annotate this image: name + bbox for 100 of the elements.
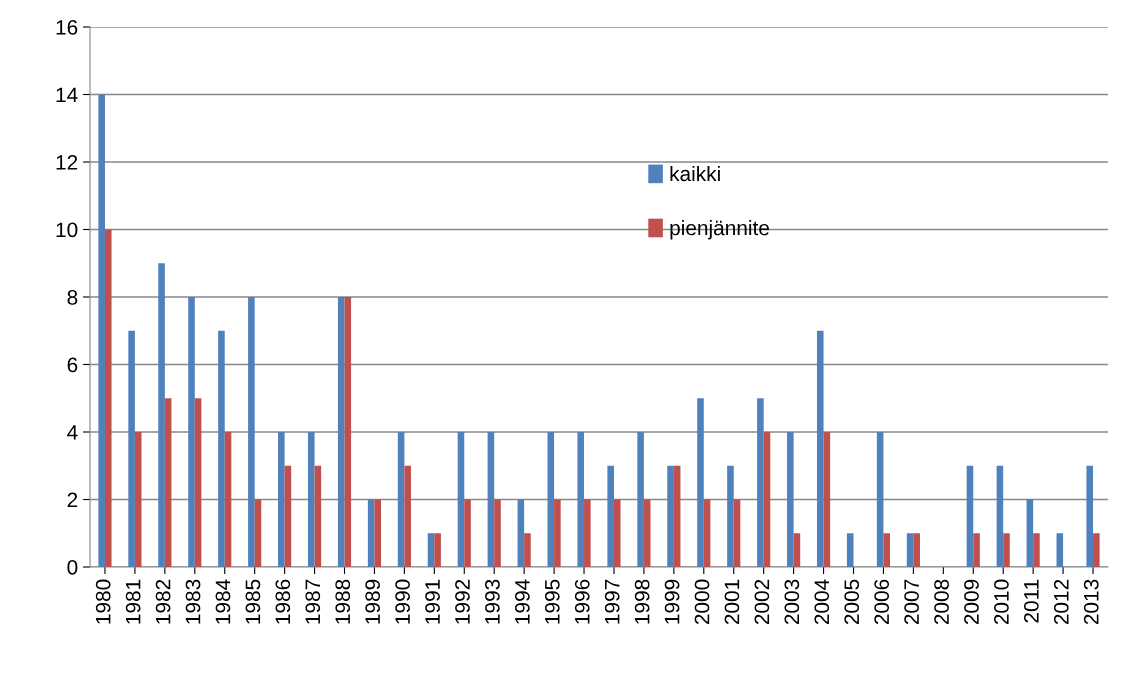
bar: [1086, 465, 1094, 567]
x-tick-label: 1988: [335, 579, 351, 624]
bar: [457, 432, 465, 567]
y-tick-label: 2: [67, 492, 78, 508]
bar: [823, 432, 831, 567]
bar: [337, 297, 345, 567]
legend-label: pienjännite: [670, 220, 769, 240]
x-tick-label: 1985: [245, 579, 261, 624]
bar: [218, 330, 225, 567]
y-tick-label: 6: [67, 357, 78, 373]
bar: [1093, 533, 1100, 567]
bar: [876, 432, 884, 567]
bar: [254, 499, 262, 567]
bar: [188, 297, 195, 567]
x-tick-label: 1990: [395, 579, 410, 624]
bar: [703, 499, 711, 567]
y-tick-label: 4: [67, 425, 78, 440]
x-tick-label: 1984: [215, 579, 231, 624]
bar: [128, 330, 135, 567]
bar: [547, 432, 555, 567]
bar: [554, 499, 561, 567]
bar: [637, 432, 644, 567]
bar: [613, 499, 621, 567]
bar: [913, 533, 920, 567]
bar: [1056, 533, 1064, 567]
x-tick-label: 1989: [365, 579, 381, 624]
x-tick-label: 1992: [455, 579, 470, 624]
x-tick-label: 2012: [1053, 579, 1069, 625]
y-tick-label: 8: [67, 290, 78, 305]
x-tick-label: 1982: [155, 579, 171, 624]
x-tick-label: 2013: [1083, 579, 1099, 625]
x-tick-label: 1999: [664, 579, 680, 624]
bar: [164, 398, 172, 567]
bar: [278, 432, 285, 567]
bar: [883, 533, 891, 567]
bar: [344, 297, 352, 567]
bar: [367, 499, 375, 567]
x-tick-label: 1991: [425, 579, 440, 624]
bar: [787, 432, 794, 567]
x-tick-label: 1993: [485, 579, 500, 624]
bar: [248, 297, 255, 567]
x-tick-label: 1980: [95, 579, 111, 624]
y-tick-label: 14: [56, 87, 78, 103]
bar: [494, 499, 501, 567]
bar: [224, 432, 232, 567]
y-tick-label: 0: [67, 560, 78, 575]
y-tick-label: 16: [56, 20, 78, 35]
x-tick-label: 2007: [904, 579, 919, 625]
bar: [584, 499, 591, 567]
x-tick-label: 2001: [724, 579, 740, 625]
x-tick-label: 1997: [604, 579, 620, 624]
x-tick-label: 1983: [185, 579, 201, 624]
bar: [307, 432, 315, 567]
bar: [134, 432, 142, 567]
bar: [763, 432, 771, 567]
x-tick-label: 1996: [574, 579, 590, 624]
x-tick-label: 1995: [544, 579, 560, 624]
bar: [996, 465, 1004, 567]
y-tick-label: 12: [56, 155, 78, 170]
x-tick-label: 2000: [694, 579, 710, 625]
bar: [404, 465, 411, 567]
x-tick-label: 2005: [844, 579, 860, 625]
bar: [1033, 533, 1040, 567]
x-tick-label: 1994: [514, 579, 530, 624]
x-tick-label: 1998: [634, 579, 650, 624]
bar: [643, 499, 651, 567]
bar: [104, 229, 112, 567]
x-tick-label: 2002: [754, 579, 770, 625]
bar: [374, 499, 382, 567]
x-tick-label: 2004: [814, 579, 830, 625]
bar: [793, 533, 801, 567]
bar: [733, 499, 741, 567]
bar: [517, 499, 525, 567]
bar: [673, 465, 681, 567]
x-tick-label: 2008: [934, 579, 949, 625]
bar: [757, 398, 764, 567]
bar: [816, 330, 824, 567]
bar: [577, 432, 585, 567]
bar: [846, 533, 854, 567]
bar: [607, 465, 614, 567]
y-tick-label: 10: [56, 222, 78, 238]
bar: [397, 432, 405, 567]
bar: [487, 432, 495, 567]
bar: [98, 94, 105, 567]
x-tick-label: 1981: [125, 579, 141, 624]
x-tick-label: 2006: [874, 579, 890, 625]
bar: [973, 533, 980, 567]
x-tick-label: 2011: [1023, 579, 1039, 623]
bar: [194, 398, 202, 567]
bar: [906, 533, 914, 567]
bar: [158, 263, 165, 567]
x-tick-label: 2003: [784, 579, 800, 625]
legend-label: kaikki: [670, 165, 720, 182]
bar: [284, 465, 292, 567]
bar: [1026, 499, 1034, 567]
x-tick-label: 1986: [275, 579, 291, 624]
bar: [966, 465, 974, 567]
bar: [697, 398, 704, 567]
x-tick-label: 2010: [994, 579, 1009, 625]
bar: [464, 499, 471, 567]
